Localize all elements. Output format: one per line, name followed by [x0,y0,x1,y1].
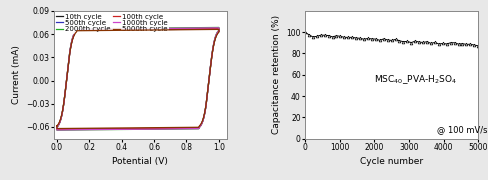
Y-axis label: Current (mA): Current (mA) [12,45,20,104]
Text: MSC$_{40}$_PVA-H$_2$SO$_4$: MSC$_{40}$_PVA-H$_2$SO$_4$ [374,74,458,86]
X-axis label: Potential (V): Potential (V) [112,157,168,166]
Text: @ 100 mV/s: @ 100 mV/s [437,126,487,135]
X-axis label: Cycle number: Cycle number [360,157,423,166]
Legend: 10th cycle, 500th cycle, 2000th cycle, 100th cycle, 1000th cycle, 5000th cycle: 10th cycle, 500th cycle, 2000th cycle, 1… [55,12,169,34]
Y-axis label: Capacitance retention (%): Capacitance retention (%) [272,15,281,134]
